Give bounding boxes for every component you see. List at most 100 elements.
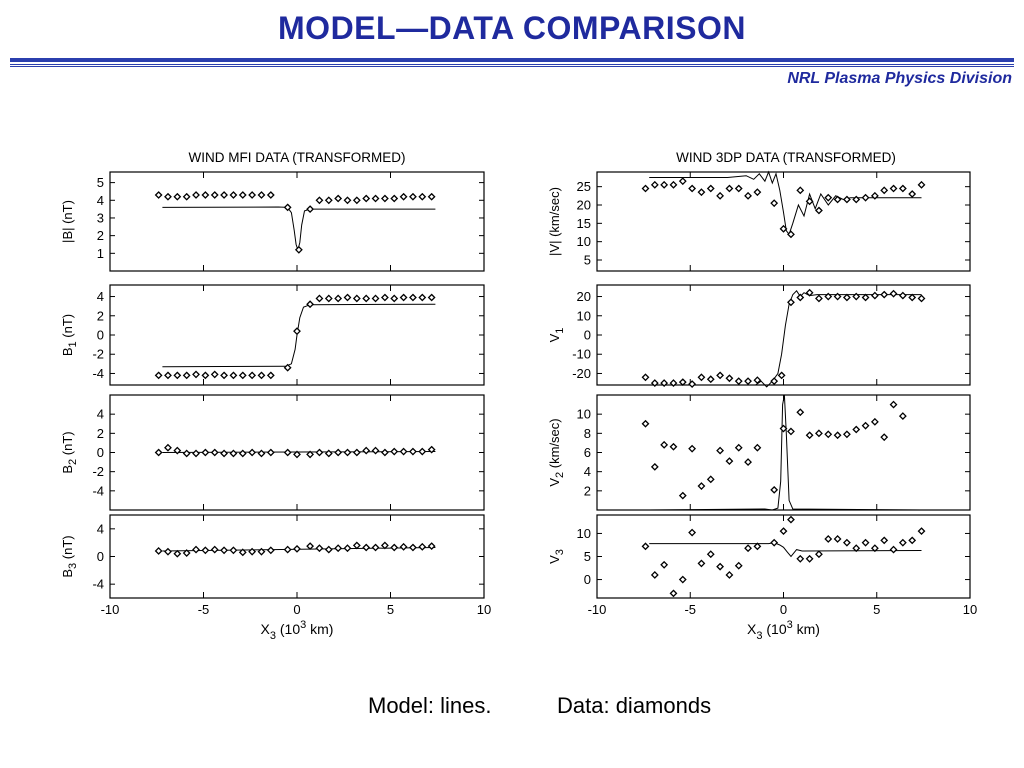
data-diamond — [380, 194, 389, 203]
data-diamond — [697, 373, 706, 382]
data-diamond — [861, 193, 870, 202]
data-diamond — [266, 191, 275, 199]
y-tick-label: 10 — [577, 234, 591, 249]
data-diamond — [770, 199, 779, 208]
data-diamond — [257, 449, 266, 458]
chart-1: WIND MFI DATA (TRANSFORMED) 1 2 3 4 5 |B| (nT)… — [60, 150, 491, 642]
data-diamond — [706, 184, 715, 193]
data-diamond — [362, 446, 371, 455]
data-diamond — [908, 190, 917, 198]
data-diamond — [352, 196, 361, 205]
data-diamond — [660, 560, 669, 569]
data-diamond — [753, 443, 762, 452]
data-diamond — [908, 293, 917, 302]
y-tick-label: 25 — [577, 179, 591, 194]
data-diamond — [744, 191, 752, 200]
data-diamond — [678, 378, 687, 387]
y-tick-label: -4 — [92, 577, 104, 592]
y-axis-label: |V| (km/sec) — [547, 187, 562, 256]
data-diamond — [418, 542, 427, 551]
model-line — [649, 394, 922, 511]
data-diamond — [371, 543, 380, 552]
data-diamond — [880, 433, 889, 442]
data-diamond — [257, 547, 266, 556]
data-diamond — [870, 417, 879, 426]
y-axis-label: B1 (nT) — [60, 314, 79, 356]
y-axis-label: V3 — [547, 549, 566, 564]
data-diamond — [669, 180, 678, 189]
data-diamond — [192, 191, 200, 199]
y-tick-label: 5 — [584, 253, 591, 268]
panel-4: 0 5 10 V3 — [547, 514, 971, 599]
data-diamond — [201, 191, 210, 199]
data-diamond — [390, 194, 399, 203]
data-diamond — [293, 450, 301, 459]
y-tick-label: 2 — [97, 308, 104, 323]
data-diamond — [880, 536, 889, 545]
data-diamond — [343, 544, 352, 553]
data-diamond — [744, 458, 752, 467]
panel-2: -4 -2 0 2 4 B1 (nT) — [60, 284, 485, 386]
data-diamond — [248, 191, 257, 199]
data-diamond — [787, 230, 795, 239]
data-diamond — [716, 191, 725, 200]
data-diamond — [770, 538, 779, 547]
data-diamond — [210, 545, 219, 554]
data-diamond — [815, 550, 823, 559]
y-tick-label: 2 — [97, 228, 104, 243]
data-diamond — [779, 224, 788, 233]
data-diamond — [371, 294, 380, 303]
panel-frame — [596, 284, 971, 386]
data-diamond — [343, 293, 352, 302]
data-diamond — [315, 448, 324, 457]
x-tick-label: 10 — [963, 602, 977, 617]
model-line — [649, 290, 922, 388]
data-diamond — [833, 195, 842, 204]
data-diamond — [842, 430, 851, 439]
data-diamond — [283, 203, 292, 212]
panel-1: 5 10 15 20 25 |V| (km/sec) — [547, 170, 971, 272]
data-diamond — [852, 195, 861, 204]
data-diamond — [706, 475, 715, 484]
data-diamond — [753, 542, 762, 551]
data-diamond — [352, 448, 361, 457]
data-diamond — [173, 549, 182, 558]
data-diamond — [283, 545, 292, 554]
y-tick-label: 4 — [97, 193, 104, 208]
data-diamond — [917, 527, 926, 536]
data-diamond — [898, 184, 907, 193]
data-diamond — [164, 371, 172, 380]
data-diamond — [409, 192, 417, 201]
title-rule-thin — [10, 64, 1014, 65]
data-diamond — [220, 371, 228, 380]
y-tick-label: 2 — [97, 426, 104, 441]
data-diamond — [898, 538, 907, 547]
y-tick-label: 0 — [97, 328, 104, 343]
data-diamond — [852, 544, 861, 553]
data-diamond — [734, 377, 743, 386]
data-diamond — [399, 447, 408, 456]
data-diamond — [805, 288, 814, 297]
data-diamond — [418, 447, 427, 456]
data-diamond — [917, 180, 926, 189]
y-axis-label: V2 (km/sec) — [547, 418, 566, 486]
panel-frame — [109, 514, 485, 599]
data-diamond — [779, 527, 788, 536]
data-diamond — [324, 545, 333, 554]
data-diamond — [660, 440, 669, 449]
data-diamond — [362, 294, 371, 303]
y-tick-label: -4 — [92, 366, 104, 381]
data-diamond — [324, 449, 333, 458]
data-diamond — [805, 554, 814, 563]
data-diamond — [660, 379, 669, 387]
data-diamond — [399, 293, 408, 302]
data-diamond — [220, 191, 228, 199]
data-diamond — [770, 377, 779, 386]
y-tick-label: 4 — [584, 464, 591, 479]
data-diamond — [427, 445, 436, 454]
y-axis-label: B3 (nT) — [60, 535, 79, 577]
data-diamond — [306, 450, 315, 459]
panel-2: -20 -10 0 10 20 V1 — [547, 284, 971, 388]
data-diamond — [201, 448, 210, 457]
data-diamond — [706, 375, 715, 384]
